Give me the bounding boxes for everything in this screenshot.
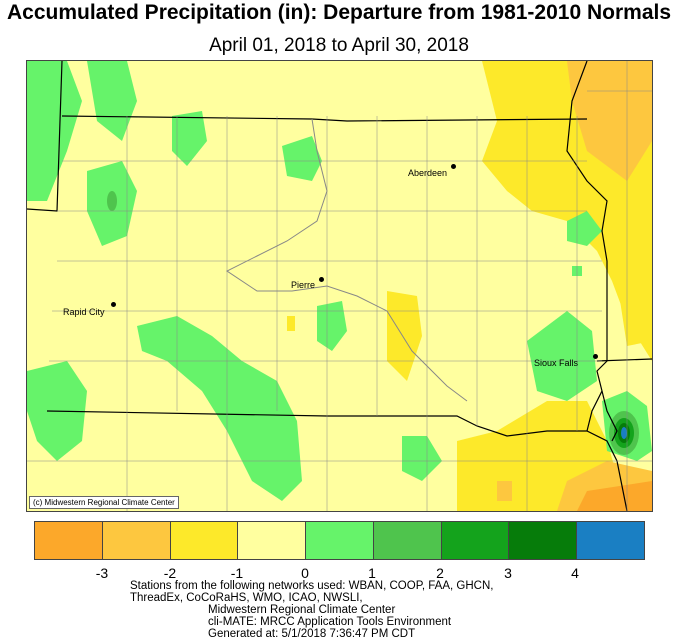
legend-tick: 0 bbox=[301, 565, 309, 581]
aberdeen-label: Aberdeen bbox=[408, 168, 448, 178]
footer-line-tool: cli-MATE: MRCC Application Tools Environ… bbox=[208, 616, 452, 628]
precipitation-map: Aberdeen Pierre Rapid City Sioux Falls (… bbox=[26, 60, 653, 512]
sioux-falls-marker bbox=[593, 354, 598, 359]
footer-line-generated: Generated at: 5/1/2018 7:36:47 PM CDT bbox=[208, 628, 416, 640]
pierre-label: Pierre bbox=[291, 280, 316, 290]
extreme-wet-areas bbox=[621, 427, 627, 439]
legend-tick: -1 bbox=[230, 565, 244, 581]
legend-tick: -3 bbox=[95, 565, 109, 581]
driest-areas bbox=[577, 481, 652, 511]
legend-swatch bbox=[306, 522, 374, 559]
above-normal-areas bbox=[27, 61, 652, 501]
map-subtitle: April 01, 2018 to April 30, 2018 bbox=[209, 35, 469, 56]
legend-tick-labels: -3 -2 -1 0 1 2 3 4 bbox=[0, 565, 678, 583]
legend-tick: 1 bbox=[368, 565, 376, 581]
legend-swatch bbox=[509, 522, 578, 559]
map-credit: (c) Midwestern Regional Climate Center bbox=[29, 496, 179, 509]
county-boundaries bbox=[27, 61, 652, 511]
legend-tick: 3 bbox=[504, 565, 512, 581]
legend-swatch bbox=[35, 522, 103, 559]
legend-swatch bbox=[102, 522, 171, 559]
legend-swatch bbox=[373, 522, 442, 559]
rapid-city-label: Rapid City bbox=[63, 307, 105, 317]
sioux-falls-label: Sioux Falls bbox=[534, 358, 579, 368]
aberdeen-marker bbox=[451, 164, 456, 169]
legend-tick: 4 bbox=[571, 565, 579, 581]
rapid-city-marker bbox=[111, 302, 116, 307]
legend-tick: 2 bbox=[436, 565, 444, 581]
footer-line-networks-cont: ThreadEx, CoCoRaHS, WMO, ICAO, NWSLI, bbox=[130, 592, 363, 604]
legend-swatch bbox=[238, 522, 307, 559]
footer-line-center: Midwestern Regional Climate Center bbox=[208, 604, 396, 616]
map-title: Accumulated Precipitation (in): Departur… bbox=[6, 1, 672, 24]
pierre-marker bbox=[319, 277, 324, 282]
legend-swatch bbox=[577, 522, 645, 559]
legend-swatch bbox=[170, 522, 239, 559]
map-canvas bbox=[27, 61, 652, 511]
legend-tick: -2 bbox=[163, 565, 177, 581]
legend-swatch bbox=[441, 522, 510, 559]
footer-notes: Stations from the following networks use… bbox=[0, 580, 678, 640]
footer-line-networks: Stations from the following networks use… bbox=[130, 580, 494, 592]
missouri-river bbox=[226, 118, 468, 402]
legend-color-bar bbox=[34, 521, 645, 560]
